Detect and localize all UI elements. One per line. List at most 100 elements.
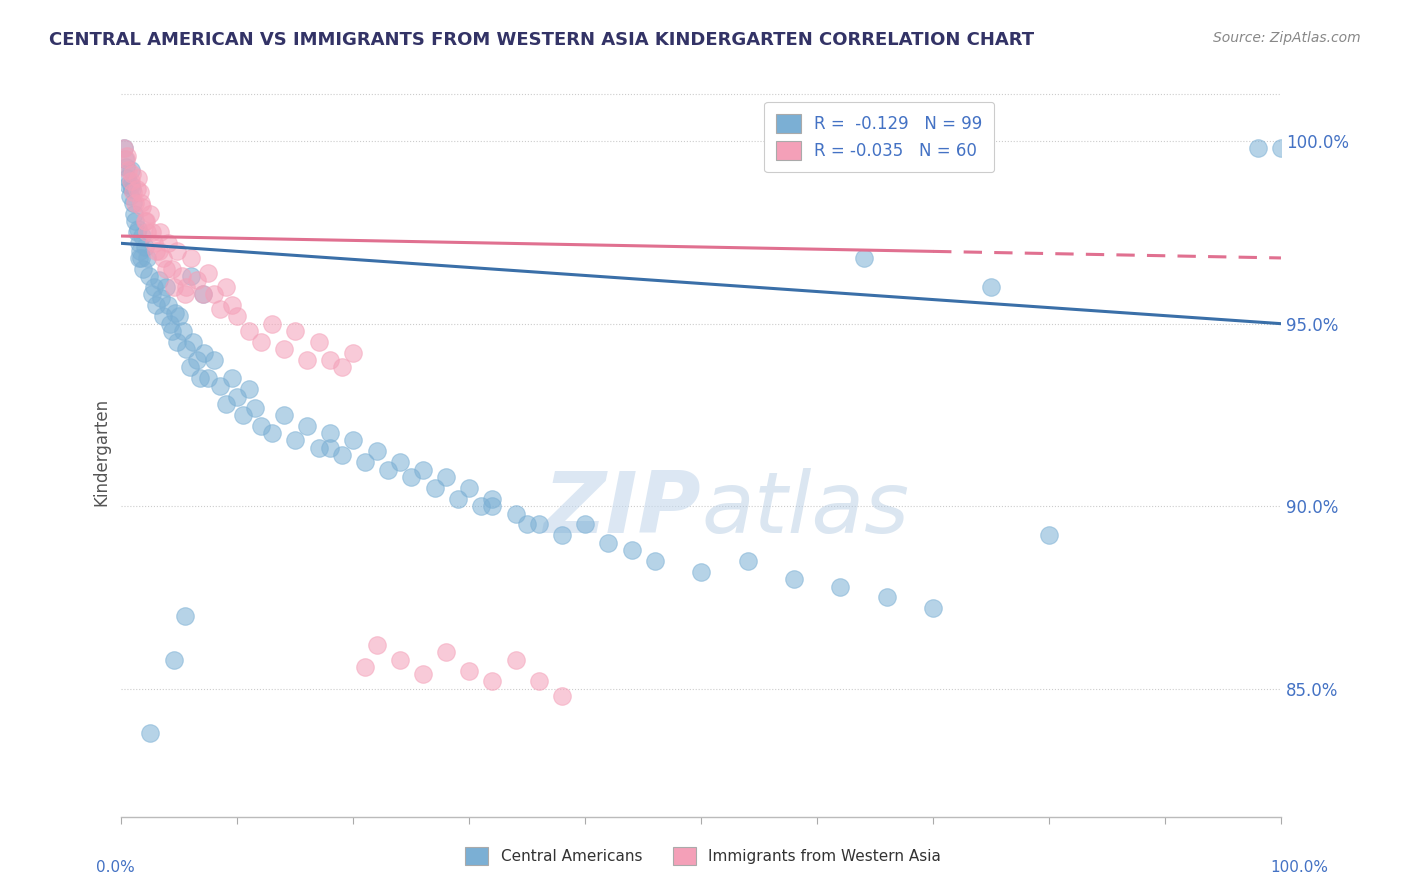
Point xyxy=(284,434,307,448)
Point xyxy=(131,229,153,244)
Point xyxy=(112,141,135,155)
Point xyxy=(159,317,181,331)
Point xyxy=(249,334,271,349)
Point xyxy=(423,481,446,495)
Point xyxy=(186,273,208,287)
Legend: R =  -0.129   N = 99, R = -0.035   N = 60: R = -0.129 N = 99, R = -0.035 N = 60 xyxy=(765,102,994,172)
Point xyxy=(186,353,208,368)
Point xyxy=(125,181,148,195)
Text: atlas: atlas xyxy=(702,468,910,551)
Point xyxy=(852,251,875,265)
Point xyxy=(295,418,318,433)
Point xyxy=(470,500,492,514)
Point xyxy=(141,287,163,301)
Point xyxy=(136,226,159,240)
Point xyxy=(243,401,266,415)
Point xyxy=(330,360,353,375)
Point xyxy=(1270,141,1292,155)
Point xyxy=(136,251,159,265)
Point xyxy=(166,244,188,258)
Point xyxy=(262,317,284,331)
Point xyxy=(166,334,188,349)
Point xyxy=(238,383,260,397)
Point xyxy=(148,244,170,258)
Point xyxy=(124,196,146,211)
Point xyxy=(226,310,249,324)
Point xyxy=(115,149,138,163)
Point xyxy=(163,306,186,320)
Point xyxy=(139,725,162,739)
Point xyxy=(215,280,238,294)
Point xyxy=(117,178,139,192)
Point xyxy=(162,261,184,276)
Point xyxy=(481,500,503,514)
Point xyxy=(120,163,142,178)
Text: 0.0%: 0.0% xyxy=(96,861,135,875)
Point xyxy=(273,408,295,422)
Point xyxy=(122,207,145,221)
Point xyxy=(308,441,330,455)
Point xyxy=(155,261,177,276)
Point xyxy=(226,390,249,404)
Point xyxy=(129,186,152,200)
Point xyxy=(401,470,423,484)
Point xyxy=(141,226,163,240)
Point xyxy=(505,652,527,666)
Point xyxy=(134,240,156,254)
Point xyxy=(284,324,307,338)
Point xyxy=(644,554,666,568)
Text: Source: ZipAtlas.com: Source: ZipAtlas.com xyxy=(1213,31,1361,45)
Point xyxy=(118,189,141,203)
Text: 100.0%: 100.0% xyxy=(1271,861,1329,875)
Point xyxy=(202,287,225,301)
Point xyxy=(145,244,167,258)
Point xyxy=(170,269,193,284)
Point xyxy=(162,324,184,338)
Point xyxy=(176,280,198,294)
Point xyxy=(162,280,184,294)
Point xyxy=(188,371,211,385)
Point xyxy=(238,324,260,338)
Point xyxy=(295,353,318,368)
Point xyxy=(129,244,152,258)
Point xyxy=(354,660,377,674)
Point xyxy=(174,608,197,623)
Point xyxy=(221,298,243,312)
Point xyxy=(115,153,138,167)
Point xyxy=(319,426,342,441)
Point xyxy=(115,170,138,185)
Text: CENTRAL AMERICAN VS IMMIGRANTS FROM WESTERN ASIA KINDERGARTEN CORRELATION CHART: CENTRAL AMERICAN VS IMMIGRANTS FROM WEST… xyxy=(49,31,1035,49)
Point xyxy=(319,353,342,368)
Point xyxy=(202,353,225,368)
Point xyxy=(197,266,219,280)
Point xyxy=(922,601,945,615)
Point xyxy=(262,426,284,441)
Point xyxy=(179,360,201,375)
Point xyxy=(481,491,503,506)
Point xyxy=(117,163,139,178)
Point xyxy=(129,251,152,265)
Point xyxy=(149,291,172,305)
Point xyxy=(551,689,574,703)
Point xyxy=(115,160,138,174)
Point xyxy=(319,441,342,455)
Point xyxy=(354,455,377,469)
Point xyxy=(169,310,191,324)
Point xyxy=(249,418,271,433)
Point xyxy=(142,236,165,251)
Point xyxy=(574,517,596,532)
Point xyxy=(120,174,142,188)
Point xyxy=(121,181,143,195)
Point xyxy=(128,236,150,251)
Point xyxy=(458,481,481,495)
Point xyxy=(176,343,198,357)
Point xyxy=(447,491,470,506)
Point xyxy=(551,528,574,542)
Point xyxy=(152,251,174,265)
Point xyxy=(232,408,254,422)
Point xyxy=(690,565,713,579)
Point xyxy=(737,554,759,568)
Point xyxy=(162,652,184,666)
Point xyxy=(527,674,550,689)
Point xyxy=(124,214,146,228)
